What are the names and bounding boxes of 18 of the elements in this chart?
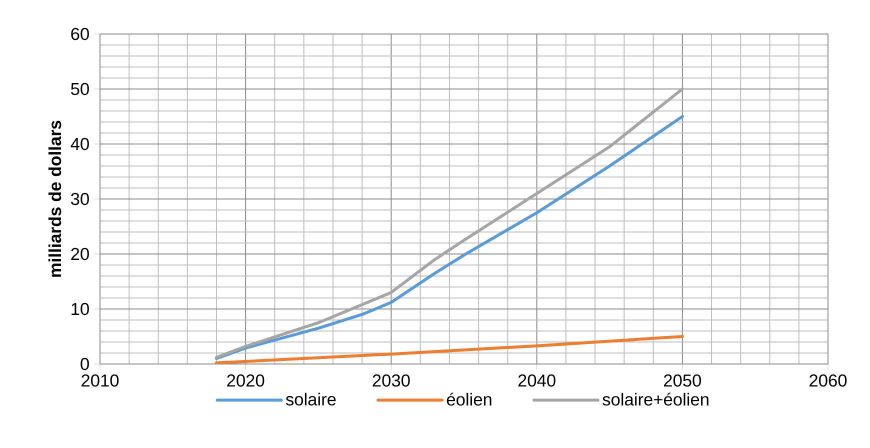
y-tick-label: 0 — [80, 358, 89, 370]
x-tick-label: 2060 — [810, 374, 847, 387]
y-tick-label: 30 — [71, 192, 89, 206]
y-axis-title: milliards de dollars — [48, 120, 62, 277]
x-tick-label: 2050 — [664, 374, 702, 387]
x-tick-label: 2010 — [82, 374, 119, 387]
line-series — [214, 334, 684, 364]
y-tick-label: 50 — [71, 82, 89, 96]
y-tick-label: 60 — [71, 28, 89, 40]
y-tick-label: 20 — [71, 248, 89, 260]
x-tick-label: 2030 — [372, 374, 410, 387]
y-tick-label: 10 — [72, 302, 89, 316]
x-tick-label: 2020 — [227, 374, 264, 387]
y-tick-label: 40 — [70, 138, 89, 150]
legend-label: solaire+éolien — [602, 392, 708, 406]
legend-label: solaire — [286, 392, 336, 406]
x-tick-label: 2040 — [518, 374, 556, 387]
legend-label: éolien — [446, 392, 492, 406]
